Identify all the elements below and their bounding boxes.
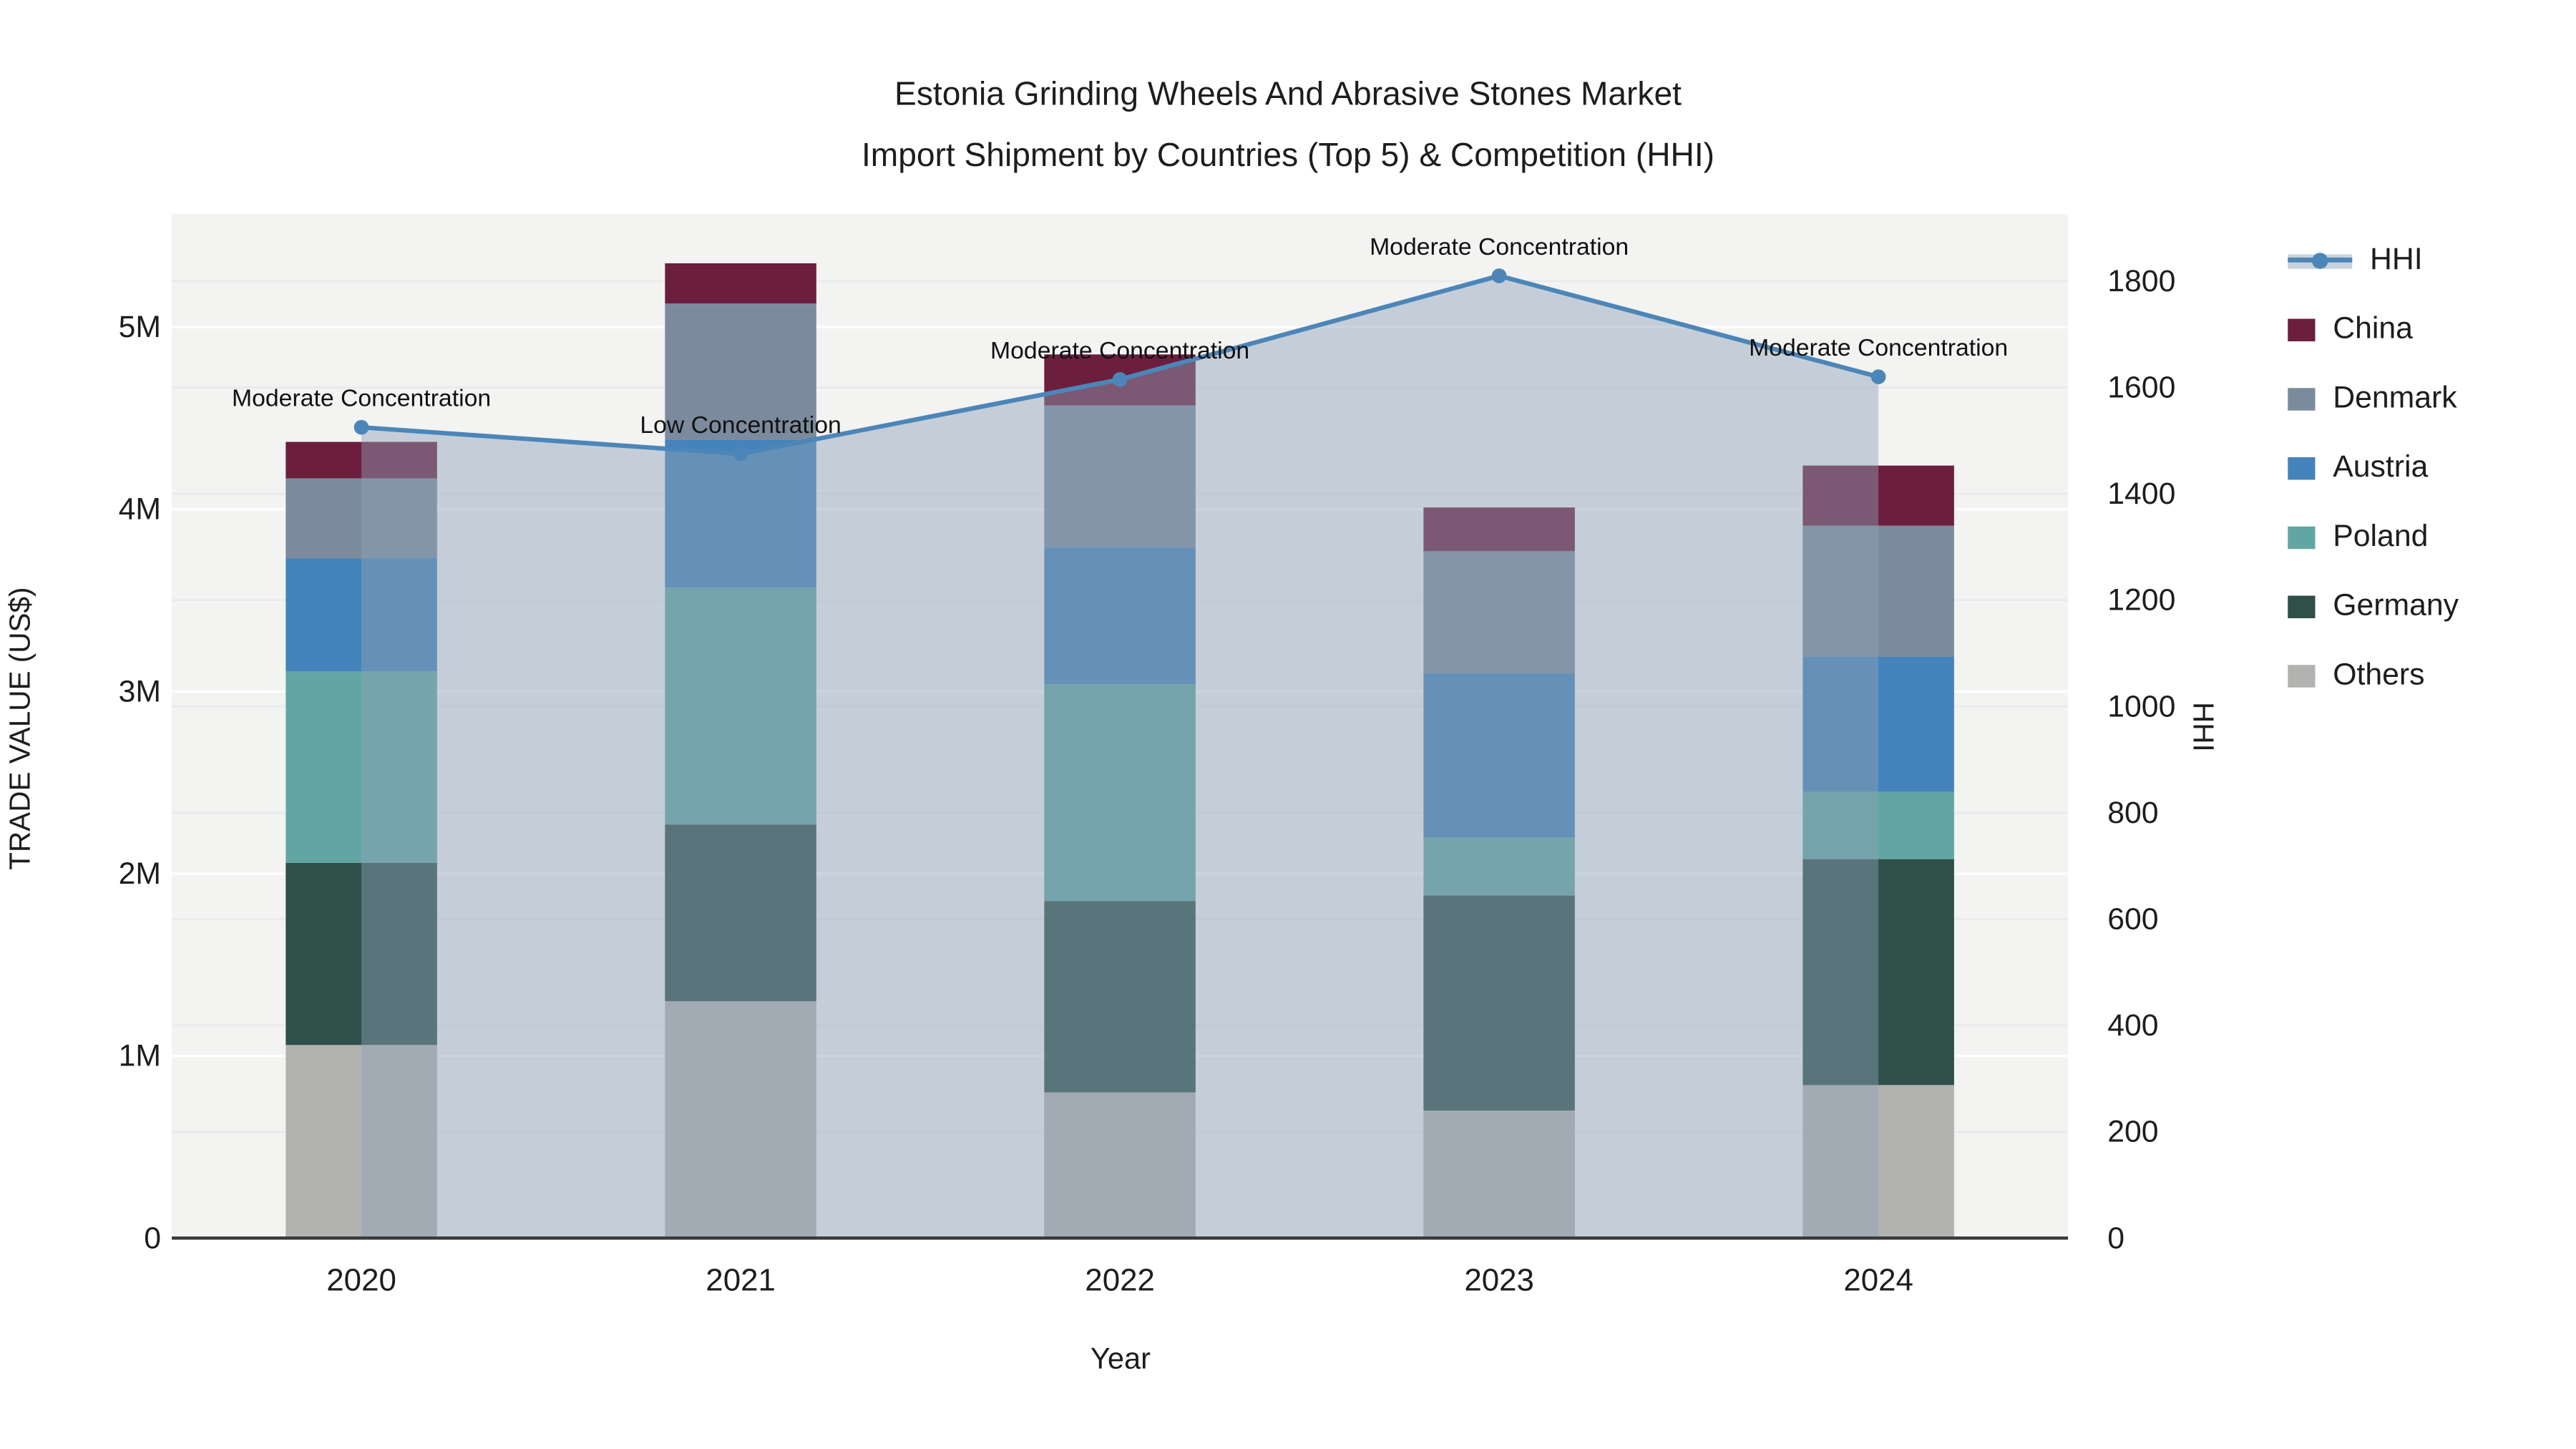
bar-segment-austria-2022[interactable]: [1044, 547, 1196, 685]
legend-label-poland: Poland: [2333, 519, 2429, 553]
legend-item-china[interactable]: China: [2288, 295, 2459, 364]
bar-segment-denmark-2021[interactable]: [665, 303, 816, 440]
y-right-tick-600: 600: [2107, 902, 2158, 936]
bar-segment-austria-2024[interactable]: [1802, 656, 1954, 792]
hhi-marker-2020[interactable]: [353, 419, 369, 435]
y-axis-title-right: HHI: [2187, 702, 2220, 752]
y-right-tick-0: 0: [2107, 1221, 2124, 1255]
bar-segment-austria-2020[interactable]: [286, 558, 437, 672]
bar-segment-denmark-2022[interactable]: [1044, 405, 1196, 548]
y-right-tick-1200: 1200: [2107, 583, 2175, 618]
bar-segment-denmark-2023[interactable]: [1423, 551, 1575, 673]
denmark-color-swatch-icon: [2288, 387, 2316, 410]
bar-segment-austria-2021[interactable]: [665, 439, 816, 588]
x-axis-title: Year: [1090, 1341, 1151, 1375]
bar-segment-china-2023[interactable]: [1423, 507, 1575, 552]
legend-item-hhi[interactable]: HHI: [2288, 225, 2459, 295]
x-tick-2024: 2024: [1843, 1262, 1913, 1297]
y-left-tick-0: 0: [144, 1221, 161, 1255]
bar-segment-denmark-2024[interactable]: [1802, 525, 1954, 657]
chart-title: Estonia Grinding Wheels And Abrasive Sto…: [24, 64, 2552, 187]
bar-segment-germany-2021[interactable]: [665, 824, 816, 1002]
chart-title-line1: Estonia Grinding Wheels And Abrasive Sto…: [894, 75, 1682, 113]
y-left-tick-3M: 3M: [119, 674, 161, 708]
bar-segment-poland-2022[interactable]: [1044, 684, 1196, 902]
annotation-2022: Moderate Concentration: [990, 337, 1249, 364]
bar-segment-denmark-2020[interactable]: [286, 478, 437, 559]
legend-label-austria: Austria: [2333, 449, 2429, 484]
hhi-marker-2021[interactable]: [733, 446, 748, 462]
x-tick-2022: 2022: [1085, 1262, 1155, 1297]
y-right-tick-1400: 1400: [2107, 477, 2175, 511]
chart-title-line2: Import Shipment by Countries (Top 5) & C…: [861, 137, 1715, 174]
x-tick-2023: 2023: [1464, 1262, 1534, 1297]
bar-segment-poland-2021[interactable]: [665, 587, 816, 825]
legend-label-china: China: [2333, 311, 2413, 346]
legend-item-austria[interactable]: Austria: [2288, 433, 2459, 502]
bar-segment-poland-2020[interactable]: [286, 671, 437, 863]
bar-segment-germany-2022[interactable]: [1044, 901, 1196, 1093]
y-right-tick-1800: 1800: [2107, 264, 2175, 298]
bar-segment-others-2024[interactable]: [1802, 1085, 1954, 1239]
hhi-area-fill: [361, 275, 1879, 1239]
hhi-marker-2022[interactable]: [1112, 371, 1128, 387]
china-color-swatch-icon: [2288, 318, 2316, 341]
legend-label-others: Others: [2333, 658, 2425, 692]
annotation-2021: Low Concentration: [640, 411, 841, 439]
y-axis-title-left: TRADE VALUE (US$): [4, 587, 36, 870]
y-right-tick-1000: 1000: [2107, 689, 2175, 723]
legend-label-germany: Germany: [2333, 588, 2459, 623]
y-left-tick-1M: 1M: [119, 1039, 161, 1073]
y-right-tick-1600: 1600: [2107, 370, 2175, 404]
y-right-tick-800: 800: [2107, 796, 2158, 830]
y-right-tick-400: 400: [2107, 1008, 2158, 1043]
bar-segment-china-2024[interactable]: [1802, 465, 1954, 526]
hhi-line-swatch-icon: [2288, 249, 2353, 272]
bar-segment-germany-2023[interactable]: [1423, 895, 1575, 1111]
bar-segment-others-2022[interactable]: [1044, 1092, 1196, 1239]
legend-label-denmark: Denmark: [2333, 381, 2457, 415]
bar-segment-others-2020[interactable]: [286, 1045, 437, 1239]
bar-segment-germany-2024[interactable]: [1802, 859, 1954, 1085]
legend: HHI China Denmark Austria Poland Germany Other…: [2288, 225, 2459, 710]
annotation-2023: Moderate Concentration: [1370, 233, 1629, 260]
legend-item-germany[interactable]: Germany: [2288, 572, 2459, 641]
y-right-tick-200: 200: [2107, 1115, 2158, 1149]
legend-item-poland[interactable]: Poland: [2288, 502, 2459, 572]
x-tick-2021: 2021: [706, 1262, 776, 1297]
hhi-marker-2023[interactable]: [1491, 268, 1507, 283]
bar-segment-others-2021[interactable]: [665, 1001, 816, 1239]
x-tick-2020: 2020: [326, 1262, 396, 1297]
bar-segment-china-2020[interactable]: [286, 441, 437, 479]
y-left-tick-4M: 4M: [119, 492, 161, 527]
bar-segment-germany-2020[interactable]: [286, 862, 437, 1045]
germany-color-swatch-icon: [2288, 595, 2316, 618]
y-left-tick-5M: 5M: [119, 310, 161, 344]
hhi-marker-2024[interactable]: [1870, 369, 1886, 384]
bar-segment-poland-2024[interactable]: [1802, 791, 1954, 859]
legend-label-hhi: HHI: [2370, 242, 2423, 276]
bar-segment-austria-2023[interactable]: [1423, 673, 1575, 838]
legend-item-denmark[interactable]: Denmark: [2288, 364, 2459, 434]
bar-segment-china-2021[interactable]: [665, 263, 816, 304]
legend-item-others[interactable]: Others: [2288, 641, 2459, 711]
y-left-tick-2M: 2M: [119, 857, 161, 891]
austria-color-swatch-icon: [2288, 456, 2316, 479]
poland-color-swatch-icon: [2288, 525, 2316, 549]
annotation-2024: Moderate Concentration: [1749, 334, 2008, 361]
bar-segment-poland-2023[interactable]: [1423, 837, 1575, 896]
bar-segment-others-2023[interactable]: [1423, 1111, 1575, 1239]
others-color-swatch-icon: [2288, 664, 2316, 687]
annotation-2020: Moderate Concentration: [232, 385, 491, 412]
